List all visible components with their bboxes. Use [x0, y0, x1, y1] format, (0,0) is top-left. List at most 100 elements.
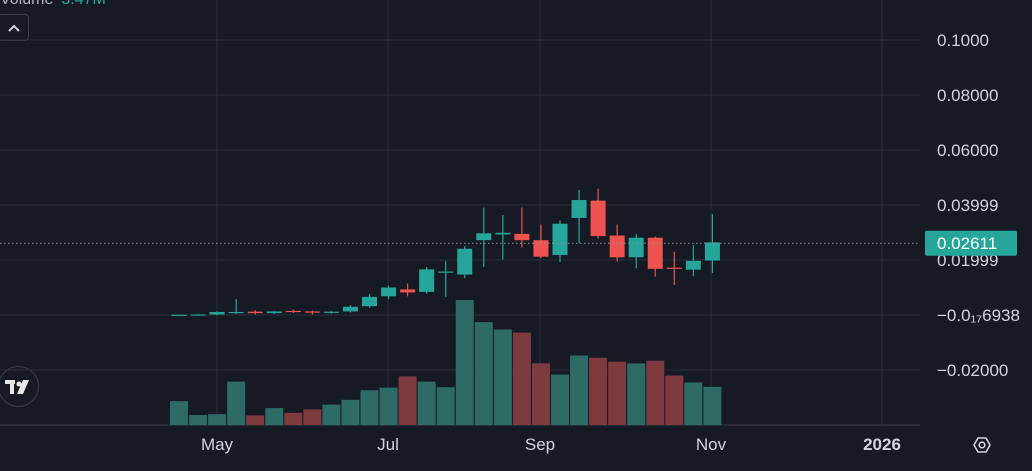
volume-bar — [170, 401, 188, 425]
x-tick-label: Jul — [377, 435, 399, 454]
volume-bar — [284, 412, 303, 425]
x-tick-label: Sep — [525, 435, 555, 454]
volume-bar — [646, 360, 665, 425]
y-axis-labels: 0.1000 0.08000 0.06000 0.03999 0.01999 −0.0₁₇… — [937, 31, 1020, 380]
volume-bar — [551, 374, 569, 425]
candle-body — [438, 271, 454, 273]
volume-bar — [589, 357, 608, 425]
volume-bars — [170, 300, 722, 425]
candle-body — [514, 233, 530, 241]
volume-bar — [531, 363, 550, 425]
candle-body — [323, 311, 339, 313]
candle-body — [666, 267, 682, 269]
y-tick-label: 0.06000 — [937, 141, 998, 160]
candle — [362, 294, 377, 308]
candle — [228, 299, 244, 314]
candle-body — [476, 233, 492, 241]
candle-body — [609, 235, 625, 258]
candle — [514, 207, 530, 248]
candle — [590, 188, 606, 239]
volume-legend: Volume 3.47M — [0, 0, 106, 9]
candle — [571, 189, 587, 244]
volume-bar — [608, 361, 627, 425]
volume-bar — [474, 322, 493, 425]
volume-bar — [189, 415, 208, 425]
volume-bar — [208, 414, 227, 425]
y-tick-label: 0.01999 — [937, 251, 998, 270]
candle — [400, 283, 416, 297]
candle — [285, 309, 301, 314]
y-tick-label: 0.08000 — [937, 86, 998, 105]
volume-bar — [512, 332, 531, 425]
volume-bar — [360, 390, 379, 425]
candle-body — [247, 311, 263, 314]
candle — [495, 214, 511, 260]
volume-bar — [684, 382, 703, 425]
candle — [266, 311, 282, 314]
volume-bar — [417, 381, 436, 425]
volume-bar — [570, 355, 589, 425]
volume-bar — [627, 363, 646, 425]
x-tick-label: Nov — [696, 435, 727, 454]
candle-body — [342, 306, 358, 312]
candle — [304, 310, 320, 315]
candle-body — [171, 314, 187, 316]
candle-body — [304, 311, 320, 313]
volume-value: 3.47M — [61, 0, 105, 8]
candle-body — [704, 242, 720, 261]
candle — [552, 220, 568, 263]
candle-body — [552, 223, 568, 256]
volume-label: Volume — [0, 0, 53, 8]
volume-bar — [455, 300, 474, 425]
candle-body — [228, 311, 244, 314]
candle — [381, 285, 397, 300]
volume-bar — [703, 386, 722, 425]
y-tick-label: 0.1000 — [937, 31, 989, 50]
candle — [419, 267, 435, 294]
y-tick-label: 0.03999 — [937, 196, 998, 215]
candle-body — [190, 314, 206, 316]
current-price-label: 0.02611 — [937, 234, 997, 253]
volume-bar — [665, 375, 684, 425]
y-tick-label: −0.0₁₇6938 — [937, 306, 1020, 325]
candle-body — [381, 287, 397, 297]
candle-body — [419, 269, 435, 292]
chevron-up-icon — [7, 24, 20, 32]
candle — [190, 314, 206, 316]
candle — [666, 251, 682, 286]
candle-body — [285, 310, 301, 313]
volume-bar — [493, 329, 512, 425]
volume-bar — [227, 381, 246, 425]
volume-bar — [303, 409, 322, 425]
candle-body — [400, 289, 416, 293]
volume-bar — [379, 387, 398, 425]
candle-body — [590, 200, 606, 237]
tradingview-logo-icon — [4, 379, 29, 394]
candle — [247, 310, 263, 315]
candle-body — [495, 232, 511, 235]
candle — [476, 207, 492, 267]
x-axis-labels: May Jul Sep Nov 2026 — [201, 435, 901, 454]
candle-body — [647, 237, 663, 269]
candle — [533, 224, 549, 259]
current-price-badge — [925, 230, 1017, 256]
candle-body — [209, 311, 225, 315]
candle — [457, 245, 473, 279]
volume-bar — [246, 415, 265, 425]
volume-bar — [341, 399, 360, 425]
candle-body — [266, 311, 282, 314]
candle-series — [171, 188, 720, 316]
candle-body — [571, 200, 587, 218]
settings-button[interactable] — [973, 437, 991, 453]
volume-bar — [436, 387, 455, 425]
candle — [342, 305, 358, 313]
tradingview-logo[interactable] — [0, 366, 39, 407]
candle — [171, 314, 187, 316]
x-tick-label: 2026 — [863, 435, 901, 454]
volume-bar — [398, 376, 417, 425]
candle-body — [685, 260, 701, 270]
candle-body — [457, 248, 473, 275]
volume-bar — [265, 408, 284, 425]
y-tick-label: −0.02000 — [937, 361, 1008, 380]
